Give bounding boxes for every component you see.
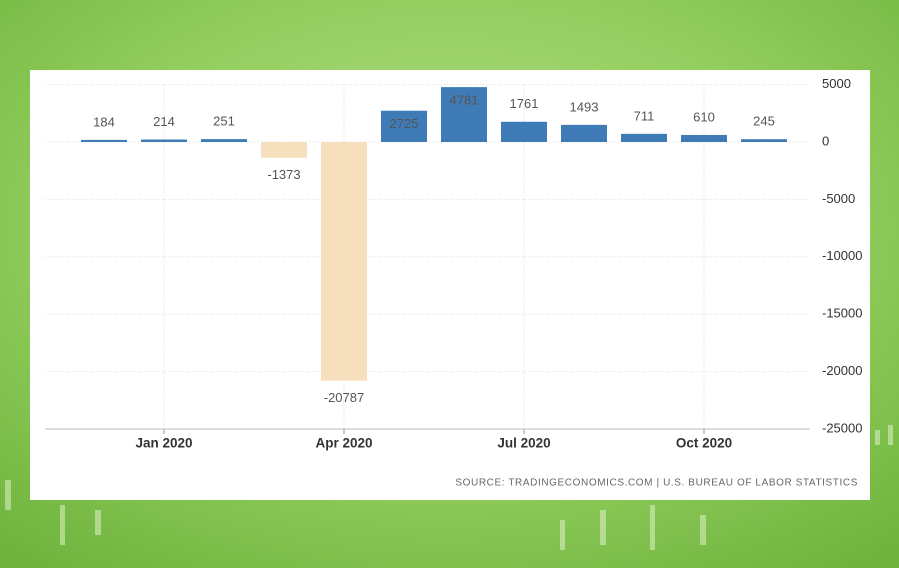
bar: [741, 139, 787, 142]
data-label: 214: [153, 114, 175, 129]
bar: [681, 134, 727, 142]
data-label: -20787: [324, 390, 364, 405]
y-tick-label: 5000: [822, 76, 851, 91]
data-label: 4781: [450, 93, 479, 108]
data-label: 610: [693, 109, 715, 124]
data-label: 184: [93, 114, 115, 129]
source: SOURCE: TRADINGECONOMICS.COM | U.S. BURE…: [455, 478, 858, 489]
x-tick-label: Apr 2020: [315, 436, 372, 451]
data-label: -1373: [267, 167, 300, 182]
y-tick-label: -25000: [822, 420, 862, 435]
y-tick-label: -5000: [822, 191, 855, 206]
bar: [621, 133, 667, 142]
x-tick-label: Jan 2020: [135, 436, 192, 451]
bar: [441, 87, 487, 142]
bar: [81, 139, 127, 142]
data-label: 711: [634, 108, 655, 123]
data-label: 1493: [570, 99, 599, 114]
data-label: 245: [753, 114, 775, 129]
y-tick-label: -15000: [822, 306, 862, 321]
data-label: 1761: [510, 96, 539, 111]
bar: [381, 110, 427, 142]
bar: [201, 139, 247, 142]
data-label: 2725: [390, 116, 419, 131]
x-tick-label: Oct 2020: [676, 436, 732, 451]
bar: [141, 139, 187, 142]
bar: [321, 142, 367, 381]
bar: [561, 124, 607, 142]
bar: [501, 121, 547, 142]
bar: [261, 142, 307, 158]
data-label: 251: [213, 114, 235, 129]
y-tick-label: -20000: [822, 363, 862, 378]
y-tick-label: 0: [822, 133, 829, 148]
background-decoration: [5, 425, 893, 550]
x-tick-label: Jul 2020: [497, 436, 550, 451]
y-tick-label: -10000: [822, 248, 862, 263]
